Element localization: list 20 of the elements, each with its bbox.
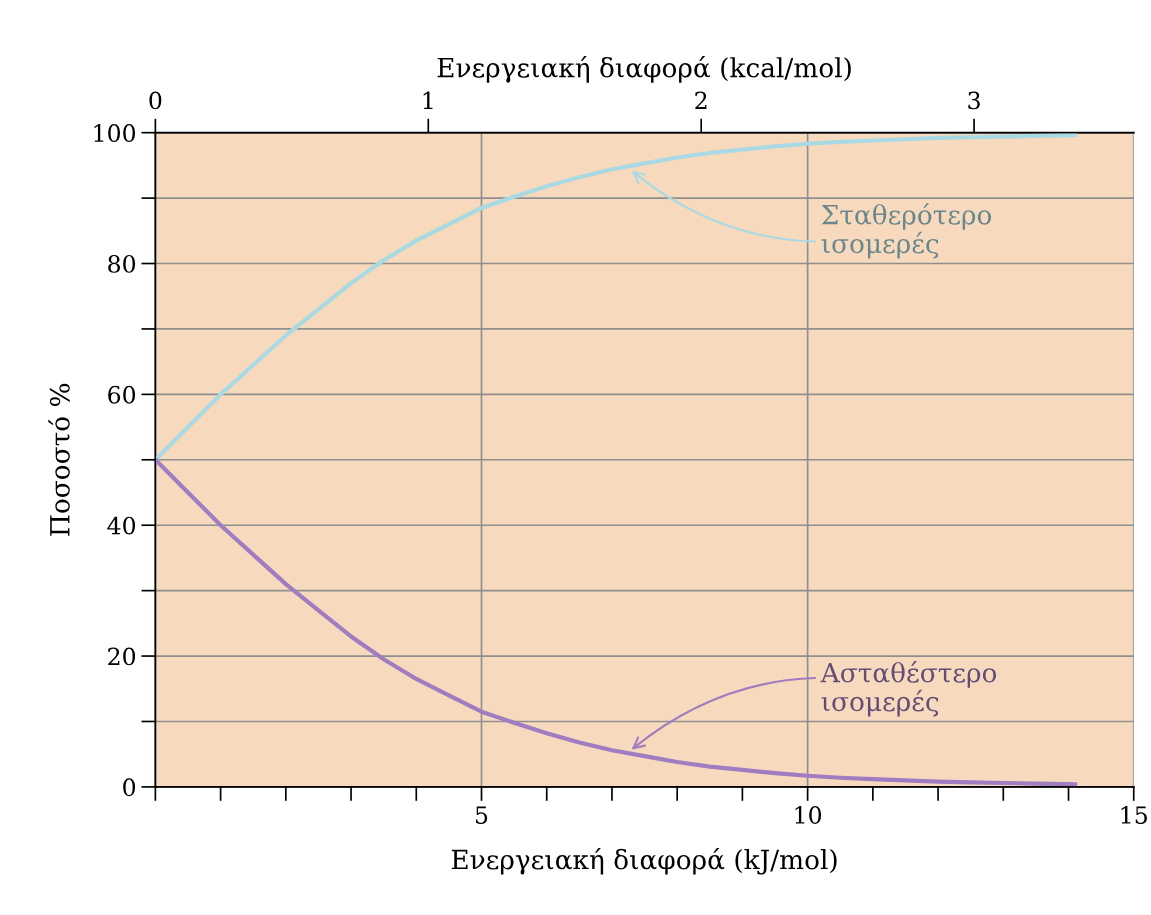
x2-tick-label: 0: [149, 91, 162, 110]
x-tick-label: 5: [476, 806, 488, 824]
x2-tick-label: 3: [968, 91, 980, 110]
y-axis-title: Ποσοστό %: [48, 383, 70, 536]
x-tick-label: 15: [1121, 806, 1147, 824]
y-tick-label: 40: [107, 516, 136, 535]
x2-tick-label: 1: [423, 91, 433, 110]
y-tick-label: 0: [123, 778, 136, 797]
y-tick-label: 80: [108, 254, 136, 273]
x2-tick-label: 2: [695, 91, 707, 110]
x-tick-label: 10: [795, 806, 822, 824]
x-axis-title: Ενεργειακή διαφορά (kJ/mol): [451, 847, 837, 875]
x2-axis-title: Ενεργειακή διαφορά (kcal/mol): [437, 56, 851, 83]
annotation: Ασταθέστερο ισομερές: [820, 661, 997, 717]
annotation: Σταθερότερο ισομερές: [821, 203, 992, 259]
line-series: [155, 457, 1078, 787]
y-tick-label: 60: [108, 385, 136, 404]
line-series: [155, 133, 1078, 462]
y-tick-label: 20: [108, 647, 136, 666]
y-tick-label: 100: [94, 124, 136, 142]
